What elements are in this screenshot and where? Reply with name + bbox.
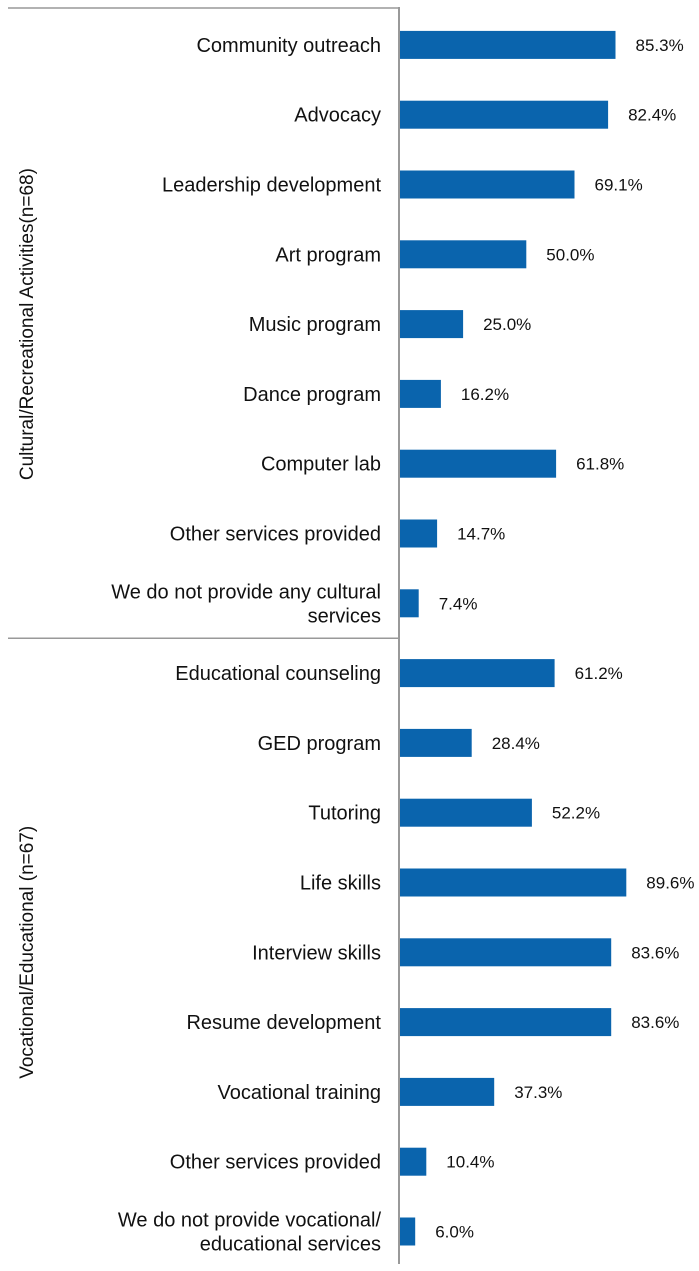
- category-label-line: Computer lab: [261, 454, 381, 476]
- bar: [400, 1008, 612, 1037]
- data-label: 85.3%: [636, 36, 684, 55]
- category-label-line: Dance program: [243, 384, 381, 406]
- data-label: 7.4%: [439, 594, 478, 613]
- data-label: 61.2%: [575, 664, 623, 683]
- category-label-line: Resume development: [186, 1012, 381, 1034]
- data-label: 82.4%: [628, 106, 676, 125]
- bar: [400, 379, 441, 408]
- category-label-line: services: [308, 605, 381, 627]
- data-label: 28.4%: [492, 734, 540, 753]
- category-label-line: educational services: [200, 1234, 381, 1256]
- category-label-line: Tutoring: [308, 803, 381, 825]
- bar: [400, 1217, 416, 1246]
- category-label: Vocational training: [218, 1082, 381, 1104]
- data-label: 50.0%: [546, 245, 594, 264]
- bar: [400, 659, 555, 688]
- category-label-line: Leadership development: [162, 175, 381, 197]
- category-label: Community outreach: [196, 35, 381, 57]
- bar: [400, 728, 472, 757]
- data-label: 10.4%: [446, 1153, 494, 1172]
- data-label: 16.2%: [461, 385, 509, 404]
- bar: [400, 1147, 427, 1176]
- bar: [400, 449, 557, 478]
- bar: [400, 798, 532, 827]
- category-label-line: Educational counseling: [175, 663, 381, 685]
- category-label-line: Life skills: [300, 873, 381, 895]
- data-label: 37.3%: [514, 1083, 562, 1102]
- category-label: Computer lab: [261, 454, 381, 476]
- group-label: Vocational/Educational (n=67): [17, 826, 38, 1079]
- category-label: We do not provide vocational/educational…: [118, 1210, 382, 1256]
- category-label: Other services provided: [170, 524, 381, 546]
- category-label: Educational counseling: [175, 663, 381, 685]
- category-label: Dance program: [243, 384, 381, 406]
- category-label-line: Vocational training: [218, 1082, 381, 1104]
- category-label-line: Other services provided: [170, 524, 381, 546]
- category-label-line: Music program: [249, 314, 381, 336]
- category-label: Other services provided: [170, 1152, 381, 1174]
- data-label: 61.8%: [576, 455, 624, 474]
- data-label: 69.1%: [595, 176, 643, 195]
- bar: [400, 170, 575, 199]
- bar: [400, 240, 527, 269]
- category-label: We do not provide any cultural services: [111, 581, 381, 627]
- data-label: 83.6%: [631, 943, 679, 962]
- data-label: 89.6%: [646, 874, 694, 893]
- category-label-line: Community outreach: [196, 35, 381, 57]
- data-label: 14.7%: [457, 525, 505, 544]
- group-label: Cultural/Recreational Activities(n=68): [17, 168, 38, 480]
- bar: [400, 868, 627, 897]
- category-label-line: We do not provide any cultural: [111, 581, 381, 603]
- category-label: Art program: [275, 244, 381, 266]
- category-label-line: Advocacy: [294, 105, 381, 127]
- bar: [400, 310, 464, 339]
- data-label: 52.2%: [552, 804, 600, 823]
- data-label: 83.6%: [631, 1013, 679, 1032]
- bar: [400, 1077, 495, 1106]
- data-label: 25.0%: [483, 315, 531, 334]
- category-label-line: Other services provided: [170, 1152, 381, 1174]
- bar: [400, 30, 616, 59]
- category-label-line: We do not provide vocational/: [118, 1210, 382, 1232]
- category-label: Resume development: [186, 1012, 381, 1034]
- category-label: Tutoring: [308, 803, 381, 825]
- bar: [400, 589, 419, 618]
- category-label: Life skills: [300, 873, 381, 895]
- category-label-line: Art program: [275, 244, 381, 266]
- bar: [400, 938, 612, 967]
- category-label: Interview skills: [252, 942, 381, 964]
- category-label: Advocacy: [294, 105, 381, 127]
- category-label: Music program: [249, 314, 381, 336]
- category-label: Leadership development: [162, 175, 381, 197]
- category-label-line: GED program: [258, 733, 381, 755]
- data-label: 6.0%: [435, 1223, 474, 1242]
- bar: [400, 519, 438, 548]
- bar: [400, 100, 609, 129]
- category-label-line: Interview skills: [252, 942, 381, 964]
- category-label: GED program: [258, 733, 381, 755]
